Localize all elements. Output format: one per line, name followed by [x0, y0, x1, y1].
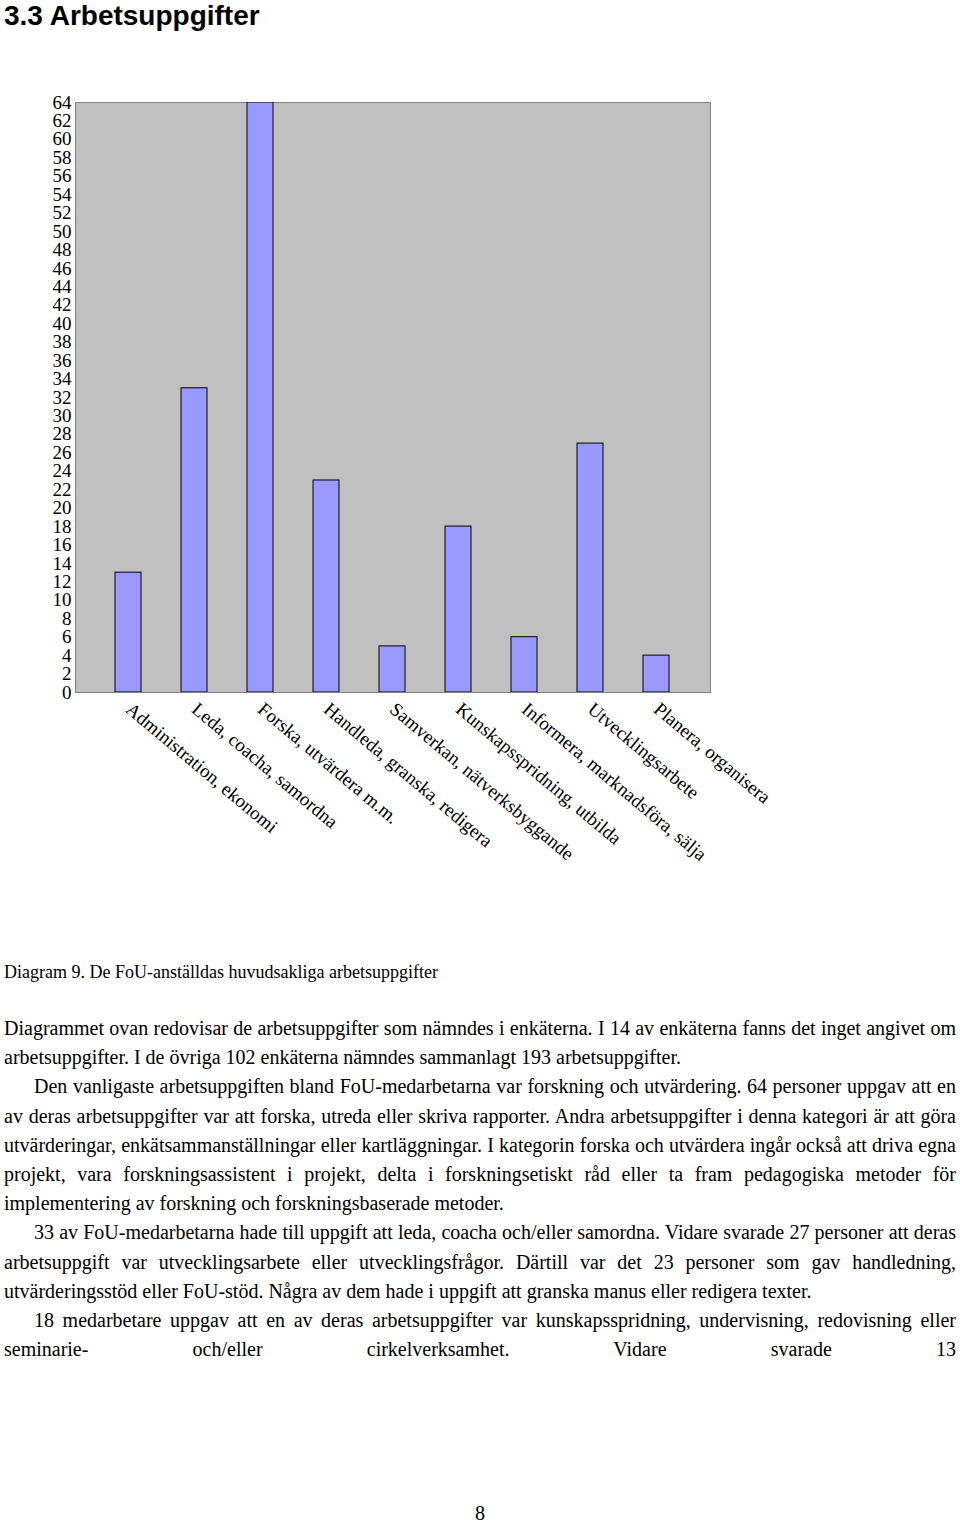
- html-text:33 av FoU-medarbetarna hade ti: 33 av FoU-medarbetarna hade till uppgift…: [4, 1221, 956, 1302]
- svg-text:Utvecklingsarbete: Utvecklingsarbete: [584, 698, 703, 803]
- svg-text:42: 42: [53, 294, 72, 315]
- svg-text:Handleda, granska, redigera: Handleda, granska, redigera: [320, 698, 497, 852]
- svg-text:62: 62: [53, 110, 72, 131]
- svg-text:8: 8: [62, 608, 72, 629]
- svg-text:Kunskapsspridning, utbilda: Kunskapsspridning, utbilda: [452, 698, 626, 849]
- svg-text:24: 24: [53, 460, 73, 481]
- svg-text:4: 4: [62, 645, 72, 666]
- svg-text:Planera, organisera: Planera, organisera: [650, 698, 775, 808]
- svg-text:Administration, ekonomi: Administration, ekonomi: [122, 698, 282, 837]
- svg-text:54: 54: [53, 184, 73, 205]
- svg-text:16: 16: [53, 534, 72, 555]
- svg-text:32: 32: [53, 387, 72, 408]
- svg-text:60: 60: [53, 128, 72, 149]
- svg-text:Samverkan, nätverksbyggande: Samverkan, nätverksbyggande: [386, 698, 579, 865]
- svg-text:26: 26: [53, 442, 72, 463]
- svg-text:30: 30: [53, 405, 72, 426]
- svg-text:6: 6: [62, 626, 72, 647]
- html-text:18 medarbetare uppgav att en a: 18 medarbetare uppgav att en av deras ar…: [4, 1309, 956, 1361]
- svg-text:64: 64: [53, 92, 73, 113]
- svg-text:44: 44: [53, 276, 73, 297]
- svg-text:56: 56: [53, 165, 72, 186]
- svg-text:50: 50: [53, 221, 72, 242]
- svg-text:10: 10: [53, 589, 72, 610]
- html-text:Diagram 9. De FoU-anställdas h: Diagram 9. De FoU-anställdas huvudsaklig…: [4, 962, 438, 982]
- svg-text:58: 58: [53, 147, 72, 168]
- svg-text:Leda, coacha, samordna: Leda, coacha, samordna: [188, 698, 343, 833]
- svg-text:12: 12: [53, 571, 72, 592]
- svg-text:36: 36: [53, 350, 72, 371]
- svg-text:18: 18: [53, 516, 72, 537]
- svg-text:14: 14: [53, 553, 73, 574]
- svg-text:28: 28: [53, 423, 72, 444]
- svg-text:22: 22: [53, 479, 72, 500]
- svg-text:Forska, utvärdera m.m.: Forska, utvärdera m.m.: [254, 698, 403, 828]
- html-text:Den vanligaste arbetsuppgiften: Den vanligaste arbetsuppgiften bland FoU…: [4, 1075, 956, 1215]
- svg-text:0: 0: [62, 682, 72, 703]
- svg-text:Informera, marknadsföra, sälja: Informera, marknadsföra, sälja: [518, 698, 711, 865]
- svg-text:20: 20: [53, 497, 72, 518]
- html-text:8: 8: [475, 1502, 485, 1524]
- svg-text:2: 2: [62, 663, 72, 684]
- html-text:3.3 Arbetsuppgifter: 3.3 Arbetsuppgifter: [4, 0, 260, 31]
- html-text:Diagrammet ovan redovisar de a: Diagrammet ovan redovisar de arbetsuppgi…: [4, 1017, 956, 1069]
- svg-text:52: 52: [53, 202, 72, 223]
- svg-text:46: 46: [53, 258, 72, 279]
- svg-text:34: 34: [53, 368, 73, 389]
- svg-text:38: 38: [53, 331, 72, 352]
- svg-text:48: 48: [53, 239, 72, 260]
- svg-text:40: 40: [53, 313, 72, 334]
